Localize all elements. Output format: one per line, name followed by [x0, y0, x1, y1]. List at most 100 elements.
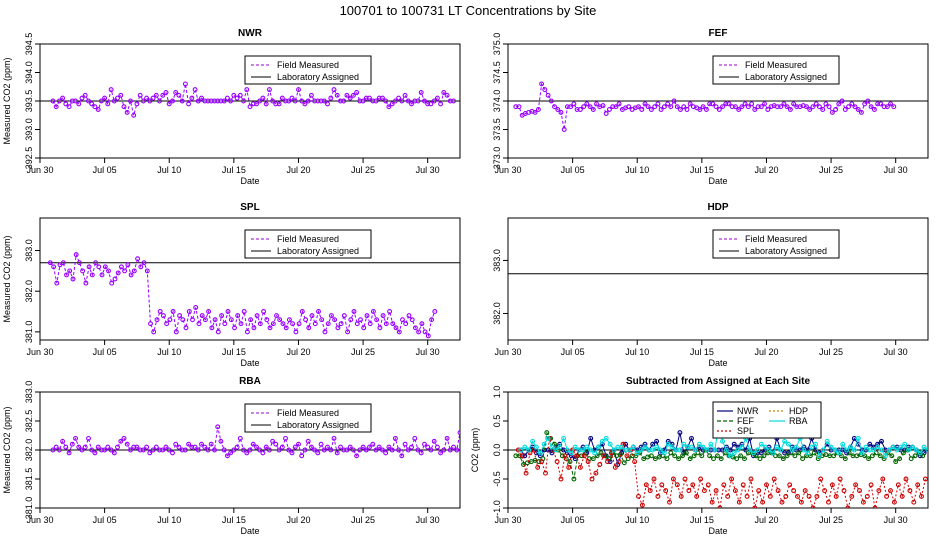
rba-point — [619, 444, 625, 450]
y-tick-label: 374.5 — [492, 61, 502, 84]
field-point — [303, 317, 309, 323]
field-point — [266, 447, 272, 453]
fef-point — [594, 453, 600, 459]
field-point — [166, 447, 172, 453]
field-point — [707, 101, 713, 107]
field-point — [80, 268, 86, 274]
field-point — [118, 438, 124, 444]
field-point — [736, 107, 742, 112]
field-point — [224, 453, 230, 459]
field-point — [367, 321, 373, 327]
field-point — [325, 444, 330, 450]
legend-lab-label: Laboratory Assigned — [745, 72, 827, 82]
rba-point — [844, 447, 850, 453]
field-point — [745, 104, 751, 110]
field-point — [755, 104, 761, 110]
spl-point — [616, 459, 622, 465]
field-point — [160, 92, 166, 98]
field-point — [95, 444, 101, 450]
field-point — [73, 435, 78, 441]
field-point — [720, 104, 725, 110]
rba-point — [572, 444, 578, 450]
nwr-point — [844, 450, 850, 456]
spl-point — [543, 470, 548, 476]
x-tick-label: Jun 30 — [494, 347, 521, 357]
spl-point — [721, 482, 727, 488]
spl-point — [860, 499, 866, 505]
spl-point — [674, 482, 680, 488]
rba-point — [630, 444, 636, 450]
rba-point — [580, 447, 586, 453]
rba-point — [816, 453, 822, 459]
field-point — [665, 101, 671, 107]
spl-point — [713, 488, 719, 494]
field-point — [167, 317, 173, 323]
field-point — [513, 104, 519, 110]
field-point — [195, 98, 201, 104]
field-point — [105, 101, 111, 107]
field-point — [180, 317, 186, 323]
field-point — [370, 441, 376, 447]
spl-point — [880, 476, 886, 482]
field-point — [102, 95, 108, 101]
field-point — [89, 272, 95, 278]
field-point — [791, 101, 797, 107]
field-point — [762, 101, 767, 107]
field-point — [787, 107, 793, 112]
spl-point — [554, 459, 560, 465]
legend-field-label: Field Measured — [277, 408, 339, 418]
field-point — [208, 441, 214, 447]
field-point — [354, 453, 360, 459]
spl-point — [632, 459, 638, 465]
field-point — [823, 101, 829, 107]
field-point — [280, 321, 286, 327]
field-point — [613, 104, 619, 110]
field-point — [447, 447, 453, 453]
field-point — [418, 90, 424, 95]
x-tick-label: Jul 15 — [690, 515, 714, 525]
field-point — [134, 101, 140, 107]
rba-point — [871, 447, 877, 453]
field-point — [73, 252, 79, 258]
field-point — [542, 87, 548, 93]
field-point — [351, 309, 357, 314]
field-point — [461, 442, 465, 446]
field-point — [73, 98, 78, 104]
rba-point — [545, 435, 551, 441]
rba-point — [731, 450, 737, 456]
spl-point — [667, 499, 672, 505]
field-point — [141, 260, 147, 266]
rba-point — [526, 447, 532, 453]
field-point — [419, 321, 425, 327]
rba-point — [708, 441, 714, 447]
field-point — [261, 309, 267, 314]
spl-point — [705, 482, 711, 488]
field-point — [441, 447, 447, 453]
spl-point — [736, 499, 742, 505]
x-tick-label: Jul 10 — [625, 347, 649, 357]
field-point — [131, 112, 137, 118]
field-point — [237, 435, 243, 441]
fef-point — [734, 456, 740, 462]
field-point — [716, 107, 722, 112]
nwr-point — [568, 453, 574, 459]
spl-point — [903, 476, 909, 482]
field-point — [833, 107, 839, 112]
x-tick-label: Jun 30 — [494, 165, 521, 175]
spl-point — [686, 488, 692, 494]
rba-point — [599, 438, 605, 444]
y-axis-label: Measured CO2 (ppm) — [2, 235, 12, 322]
field-point — [422, 441, 427, 447]
y-tick-label: 1.0 — [492, 386, 502, 399]
field-point — [558, 109, 564, 115]
field-point — [257, 447, 263, 453]
field-point — [254, 313, 260, 319]
rba-point — [902, 441, 908, 447]
fef-point — [648, 453, 654, 459]
field-point — [115, 270, 121, 276]
field-point — [758, 104, 764, 110]
field-point — [367, 95, 372, 101]
rba-point — [564, 447, 570, 453]
field-point — [331, 435, 337, 441]
